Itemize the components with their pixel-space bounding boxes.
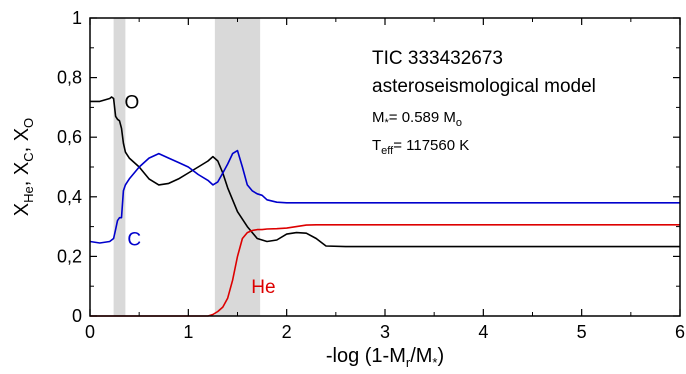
series-lines [89, 96, 680, 317]
x-axis-title-part2: /M [410, 345, 432, 367]
y-axis-title: XHe, XC, XO [11, 118, 36, 216]
series-label-o: O [124, 92, 139, 113]
y-axis-title-sub-o: O [21, 118, 36, 128]
x-tick-label: 2 [282, 322, 292, 342]
series-labels: O C He [124, 92, 275, 298]
y-tick-label: 0,4 [57, 187, 82, 207]
x-tick-label: 6 [675, 322, 685, 342]
shaded-regions [113, 18, 261, 316]
x-tick-label: 3 [380, 322, 390, 342]
series-label-c: C [127, 230, 141, 251]
y-tick-label: 0,6 [57, 127, 82, 147]
annotation-mass-prefix: M [372, 109, 385, 126]
annotation-mass-value: = 0.589 M [389, 109, 456, 126]
annotation-teff-sub: eff [381, 145, 394, 157]
y-axis-title-sub-he: He [21, 186, 36, 203]
y-tick-label: 0,8 [57, 68, 82, 88]
x-axis-title-sub1: r [406, 355, 411, 370]
annotation-model-desc: asteroseismological model [372, 76, 596, 97]
shaded-region-1 [113, 18, 126, 316]
series-line-c [89, 149, 680, 244]
series-label-he: He [251, 277, 275, 298]
x-axis-title-part3: ) [437, 345, 444, 367]
y-axis-title-sep2: , X [11, 128, 33, 152]
x-tick-label: 0 [85, 322, 95, 342]
annotation-teff-prefix: T [372, 137, 381, 154]
annotation-teff: Teff= 117560 K [372, 137, 469, 157]
shaded-region-2 [214, 18, 261, 316]
tick-marks [89, 17, 681, 317]
x-tick-label: 4 [478, 322, 488, 342]
x-axis-title-part1: -log (1-M [326, 345, 406, 367]
x-axis-title: -log (1-Mr/M*) [326, 345, 444, 370]
y-tick-label: 1 [72, 8, 82, 28]
y-axis-title-x1: X [11, 203, 33, 216]
annotation-mass-unit-sub: o [456, 117, 462, 129]
annotation-mass: M*= 0.589 Mo [372, 109, 462, 129]
tick-labels: 0 1 2 3 4 5 6 0 0,2 0,4 0,6 0,8 1 [57, 8, 685, 342]
series-line-o [90, 96, 680, 248]
x-tick-label: 5 [577, 322, 587, 342]
y-tick-label: 0,2 [57, 246, 82, 266]
annotation-model-id: TIC 333432673 [372, 48, 503, 69]
series-line-he [90, 224, 680, 317]
y-axis-title-sep1: , X [11, 162, 33, 186]
y-axis-title-sub-c: C [21, 152, 36, 161]
annotation-teff-value: = 117560 K [393, 137, 469, 154]
y-tick-label: 0 [72, 306, 82, 326]
x-axis-title-sub2: * [432, 355, 437, 370]
annotation-mass-sub: * [385, 117, 390, 129]
x-tick-label: 1 [183, 322, 193, 342]
